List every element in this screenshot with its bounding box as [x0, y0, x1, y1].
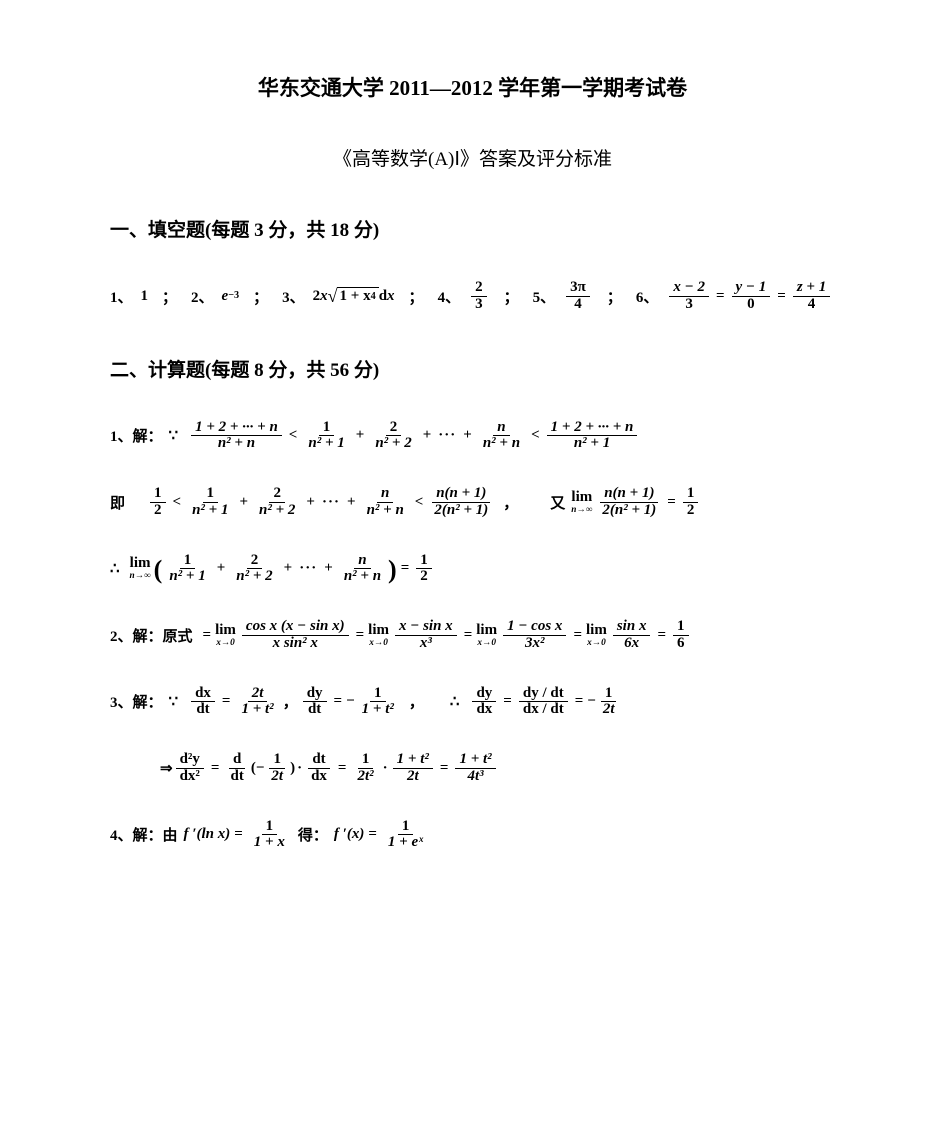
q4-line: 4、解：由 f ′(ln x) = 11 + x 得： f ′(x) = 11 … — [110, 819, 835, 852]
q1-label: 1、解： — [110, 425, 163, 446]
answer-3: 2x √1 + x4 dx — [313, 287, 395, 305]
exam-page: 华东交通大学 2011—2012 学年第一学期考试卷 《高等数学(A)Ⅰ》答案及… — [0, 0, 945, 1123]
therefore-icon: ∴ — [110, 559, 124, 578]
text-get: 得： — [298, 824, 328, 845]
section-a-heading: 一、填空题(每题 3 分，共 18 分) — [110, 215, 835, 242]
page-subtitle: 《高等数学(A)Ⅰ》答案及评分标准 — [110, 144, 835, 171]
section-b-heading: 二、计算题(每题 8 分，共 56 分) — [110, 355, 835, 382]
therefore-icon: ∴ — [450, 692, 464, 711]
because-icon: ∵ — [169, 692, 183, 711]
answer-2: e−3 — [222, 288, 240, 305]
label-5: 5、 — [533, 286, 556, 307]
comma: ， — [501, 492, 520, 513]
text-ie: 即 — [110, 492, 125, 513]
because-icon: ∵ — [169, 426, 183, 445]
q2-label: 2、解：原式 — [110, 625, 193, 646]
label-6: 6、 — [636, 286, 659, 307]
answer-6: x − 23 = y − 10 = z + 14 — [666, 280, 833, 313]
separator: ； — [498, 286, 525, 307]
page-title: 华东交通大学 2011—2012 学年第一学期考试卷 — [110, 72, 835, 102]
q1-line2: 即 12 < 1n² + 1 + 2n² + 2 +···+ nn² + n <… — [110, 486, 835, 519]
comma: ， — [407, 691, 426, 712]
text-also: 又 — [550, 492, 565, 513]
q1-line1: 1、解： ∵ 1 + 2 + ··· + nn² + n < 1n² + 1 +… — [110, 420, 835, 453]
separator: ； — [156, 286, 183, 307]
label-4: 4、 — [438, 286, 461, 307]
separator: ； — [601, 286, 628, 307]
answer-1: 1 — [141, 288, 149, 305]
q3-label: 3、解： — [110, 691, 163, 712]
q1-line3: ∴ limn→∞ ( 1n² + 1 + 2n² + 2 +···+ nn² +… — [110, 553, 835, 586]
label-2: 2、 — [191, 286, 214, 307]
fill-blank-answers: 1、 1 ； 2、 e−3 ； 3、 2x √1 + x4 dx ； 4、 23… — [110, 280, 835, 313]
separator: ； — [247, 286, 274, 307]
q4-label: 4、解：由 — [110, 824, 178, 845]
q3-line2: ⇒ d²ydx² = ddt (− 12t ) · dtdx = 12t² · … — [110, 752, 835, 785]
answer-5: 3π4 — [563, 280, 593, 313]
q2-line: 2、解：原式 = limx→0 cos x (x − sin x)x sin² … — [110, 619, 835, 652]
answer-4: 23 — [468, 280, 490, 313]
label-1: 1、 — [110, 286, 133, 307]
separator: ； — [403, 286, 430, 307]
q3-line1: 3、解： ∵ dxdt = 2t1 + t² ， dydt = − 11 + t… — [110, 686, 835, 719]
label-3: 3、 — [282, 286, 305, 307]
